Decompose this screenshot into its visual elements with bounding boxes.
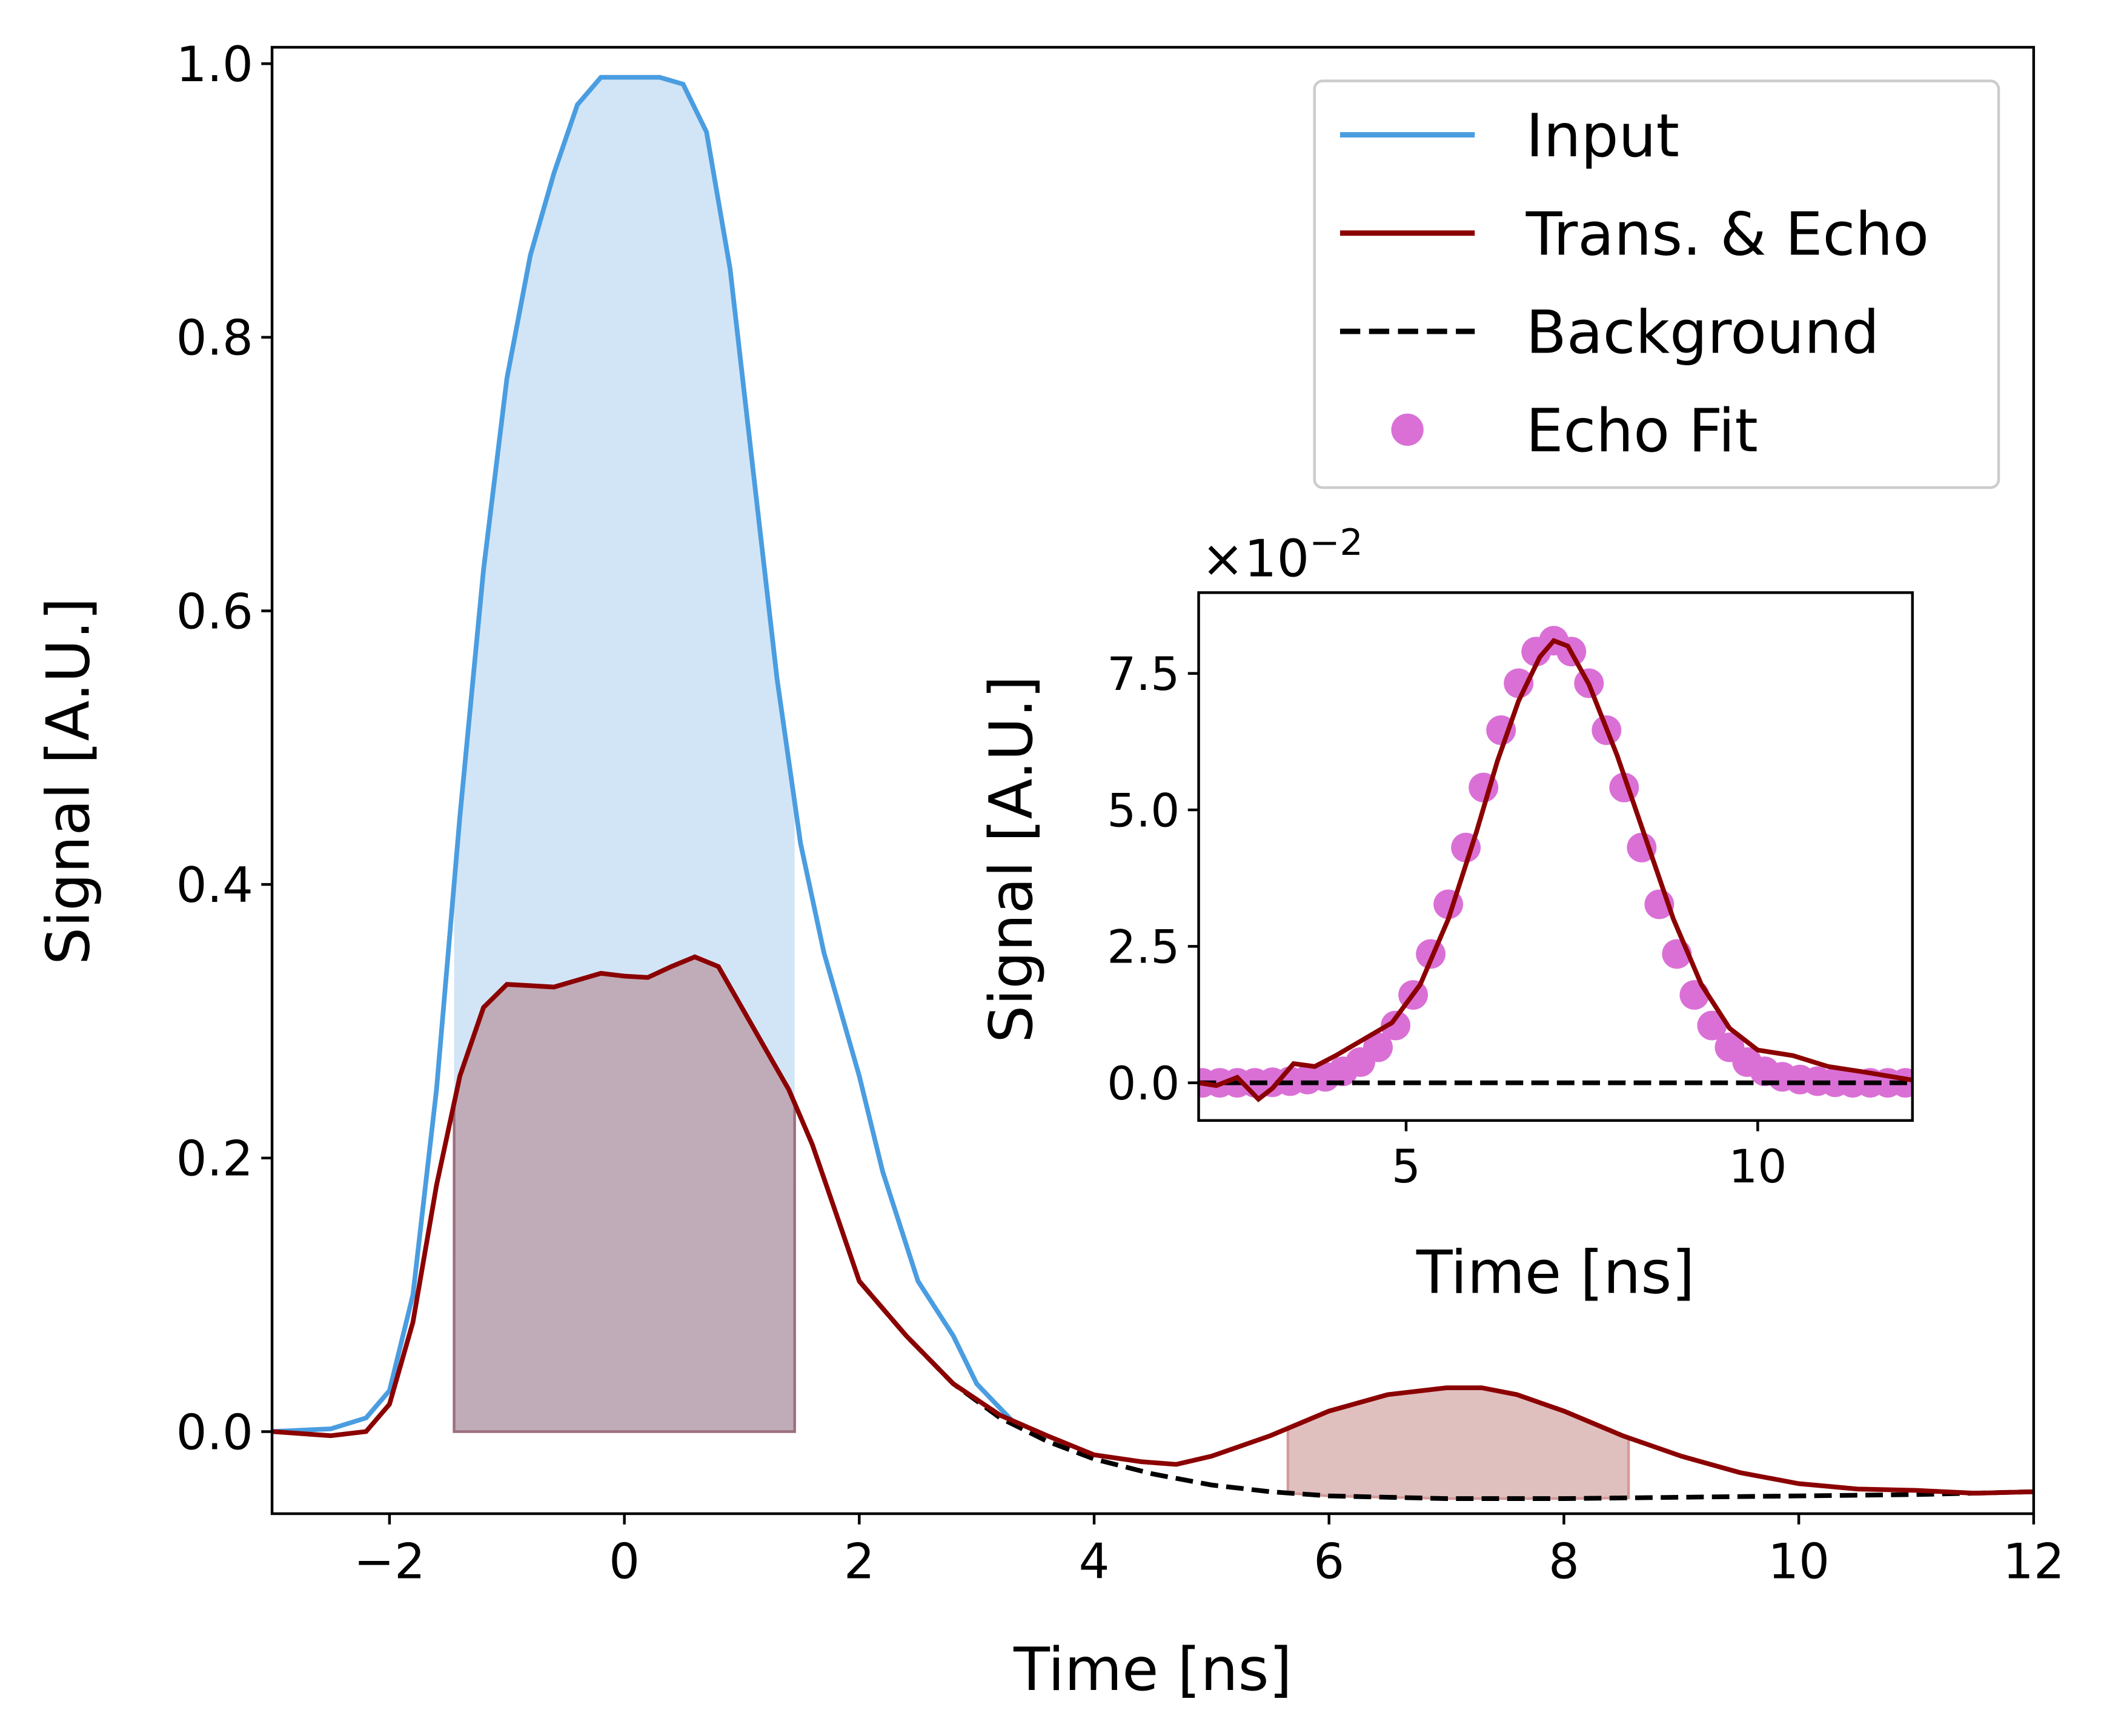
main-x-tick-label: 12 [2003, 1534, 2065, 1590]
inset-y-tick-label: 2.5 [1107, 921, 1180, 974]
main-data-area [272, 75, 2034, 1501]
main-frame [270, 45, 2036, 1516]
legend-trans-label: Trans. & Echo [1525, 200, 1929, 269]
main-x-tick-label: 8 [1548, 1534, 1579, 1590]
inset-plot: 5 10 0.0 2.5 5.0 7.5 ×10−2 Time [ns] Signal [A.U… [977, 522, 1914, 1307]
legend: Input Trans. & Echo Background Echo Fit [1313, 79, 2000, 489]
inset-offset-text: ×10−2 [1201, 522, 1363, 589]
main-y-tick-label: 0.4 [176, 857, 253, 913]
main-x-tick-label: 0 [609, 1534, 640, 1590]
main-plot: −2 0 2 4 6 8 10 12 0.0 0.2 0.4 0.6 0.8 1.0 Time [ns] Si… [35, 36, 2065, 1705]
legend-input-label: Input [1526, 102, 1679, 171]
transmission-shaded-region [453, 955, 796, 1433]
trans-echo-line [272, 954, 2034, 1496]
input-line [272, 75, 1014, 1434]
main-y-tick-label: 0.2 [176, 1131, 253, 1187]
legend-echo-fit-label: Echo Fit [1526, 397, 1758, 466]
inset-x-tick-label: 10 [1728, 1140, 1787, 1193]
inset-trans-echo-line [1198, 638, 1913, 1102]
echo-fit-point [1679, 980, 1710, 1010]
inset-y-tick-label: 5.0 [1107, 784, 1180, 837]
inset-offset-exponent: −2 [1309, 522, 1362, 564]
inset-x-tick-label: 5 [1392, 1140, 1421, 1193]
legend-frame [1313, 79, 2000, 489]
main-x-axis-label: Time [ns] [1013, 1635, 1292, 1705]
main-y-tick-label: 0.6 [176, 583, 253, 640]
main-y-tick-label: 0.8 [176, 310, 253, 366]
main-y-tick-label: 1.0 [176, 36, 253, 93]
inset-data-area [1198, 626, 1913, 1102]
main-y-tick-label: 0.0 [176, 1404, 253, 1460]
main-x-tick-label: 2 [844, 1534, 875, 1590]
inset-y-tick-label: 0.0 [1107, 1057, 1180, 1110]
echo-fit-point [1381, 1010, 1411, 1041]
echo-fit-point [1697, 1010, 1727, 1041]
inset-frame [1197, 591, 1914, 1122]
inset-x-axis-label: Time [ns] [1416, 1238, 1695, 1307]
main-x-tick-label: 4 [1079, 1534, 1110, 1590]
echo-shaded-region [1286, 1386, 1630, 1500]
inset-background [1198, 592, 1913, 1121]
inset-y-axis-label: Signal [A.U.] [977, 675, 1046, 1043]
main-x-tick-label: 10 [1768, 1534, 1830, 1590]
inset-y-tick-label: 7.5 [1107, 648, 1180, 701]
echo-fit-point [1363, 1032, 1393, 1062]
legend-background-label: Background [1526, 299, 1879, 368]
legend-echo-fit-marker [1391, 413, 1424, 446]
main-x-tick-label: 6 [1313, 1534, 1344, 1590]
main-y-axis-label: Signal [A.U.] [35, 597, 104, 965]
main-x-tick-label: −2 [354, 1534, 425, 1590]
inset-offset-base: ×10 [1201, 529, 1309, 589]
